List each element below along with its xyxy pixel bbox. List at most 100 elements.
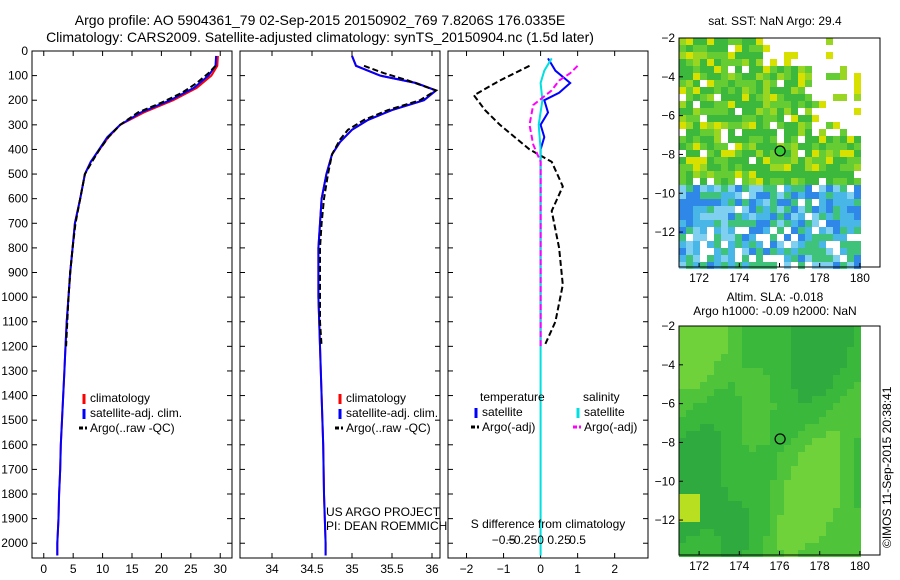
y-tick-label: 900 [8,266,28,280]
map-x-tick-label: 180 [850,271,870,285]
sla-map-field [679,326,861,557]
map-x-tick-label: 176 [769,271,789,285]
legend-label: climatology [90,391,150,405]
map-x-tick-label: 172 [689,559,709,573]
map-x-tick-label: 174 [729,271,749,285]
y-tick-label: 600 [8,192,28,206]
map-y-tick-label: −4 [661,70,675,84]
x-axis-label: salinity [322,578,359,580]
map-y-tick-label: −12 [655,513,676,527]
x-tick-label: 0 [537,562,544,576]
legend-label: satellite [482,405,523,419]
map-y-tick-label: −10 [655,186,676,200]
sla-map-subtitle: Argo h1000: -0.09 h2000: NaN [693,304,857,318]
legend-label: satellite-adj. clim. [90,406,182,420]
legend-label: Argo(-adj) [482,420,535,434]
y-tick-label: 800 [8,241,28,255]
y-tick-label: 200 [8,93,28,107]
x-tick-label: 2 [611,562,618,576]
series-line [528,65,579,347]
map-y-tick-label: −10 [655,474,676,488]
y-tick-label: 100 [8,69,28,83]
x-tick-label: 36 [425,562,439,576]
top-axis-label: S difference from climatology [471,517,626,531]
x-tick-label: 15 [125,562,139,576]
top-tick-label: 0.25 [547,533,571,547]
map-x-tick-label: 172 [689,271,709,285]
map-x-tick-label: 178 [810,559,830,573]
legend-title: temperature [480,390,545,404]
y-tick-label: 1500 [1,413,28,427]
plot-frame [239,50,441,559]
credit-pi: PI: DEAN ROEMMICH [326,519,448,533]
argo-position-marker [774,433,786,445]
x-tick-label: 34 [265,562,279,576]
x-tick-label: 34.5 [300,562,324,576]
series-line [65,65,217,347]
top-tick-label: −0.25 [507,533,538,547]
argo-position-marker [774,145,786,157]
y-tick-label: 400 [8,142,28,156]
sst-map-title: sat. SST: NaN Argo: 29.4 [708,14,842,28]
map-x-tick-label: 176 [769,559,789,573]
y-tick-label: 1400 [1,389,28,403]
legend-label: satellite-adj. clim. [346,406,438,420]
y-tick-label: 1200 [1,339,28,353]
map-y-tick-label: −4 [661,358,675,372]
plot-frame [31,50,233,559]
map-x-tick-label: 178 [810,271,830,285]
map-y-tick-label: −8 [661,147,675,161]
y-tick-label: 500 [8,167,28,181]
series-line [317,55,438,556]
x-tick-label: 1 [574,562,581,576]
legend-title: salinity [583,390,620,404]
legend-label: Argo(..raw -QC) [90,421,175,435]
x-tick-label: 20 [155,562,169,576]
map-y-tick-label: −2 [661,31,675,45]
x-tick-label: 5 [70,562,77,576]
legend-label: climatology [346,391,406,405]
sla-map-title: Altim. SLA: -0.018 [726,290,824,304]
y-tick-label: 0 [21,44,28,58]
sst-map-field [679,38,861,269]
legend-label: satellite [584,405,625,419]
map-x-tick-label: 180 [850,559,870,573]
x-tick-label: 35 [345,562,359,576]
x-tick-label: 25 [184,562,198,576]
y-tick-label: 1300 [1,364,28,378]
y-tick-label: 1700 [1,462,28,476]
series-line [319,64,439,347]
y-tick-label: 1000 [1,290,28,304]
y-tick-label: 1800 [1,487,28,501]
x-tick-label: −1 [497,562,511,576]
map-y-tick-label: −2 [661,319,675,333]
x-tick-label: 30 [214,562,228,576]
x-axis-label: T difference from climatology [471,578,625,580]
map-y-tick-label: −6 [661,397,675,411]
map-y-tick-label: −6 [661,109,675,123]
y-tick-label: 2000 [1,536,28,550]
map-x-tick-label: 174 [729,559,749,573]
top-tick-label: −0.5 [492,533,516,547]
map-y-tick-label: −8 [661,435,675,449]
y-tick-label: 1100 [2,315,28,329]
legend-label: Argo(..raw -QC) [346,421,431,435]
top-tick-label: 0.5 [569,533,586,547]
legend-label: Argo(-adj) [584,420,637,434]
y-tick-label: 300 [8,118,28,132]
chart-title: Argo profile: AO 5904361_79 02-Sep-2015 … [74,12,566,28]
y-tick-label: 1600 [1,438,28,452]
x-tick-label: −2 [460,562,474,576]
top-tick-label: 0 [537,533,544,547]
x-axis-label: temperature (deg C) [78,578,186,580]
y-tick-label: 700 [8,216,28,230]
plot-frame [447,50,649,559]
x-tick-label: 10 [96,562,110,576]
credit-project: US ARGO PROJECT [326,505,441,519]
imos-watermark: ©IMOS 11-Sep-2015 20:38:41 [880,386,894,548]
chart-subtitle: Climatology: CARS2009. Satellite-adjuste… [46,29,594,45]
map-y-tick-label: −12 [655,225,676,239]
y-tick-label: 1900 [1,512,28,526]
x-tick-label: 0 [40,562,47,576]
